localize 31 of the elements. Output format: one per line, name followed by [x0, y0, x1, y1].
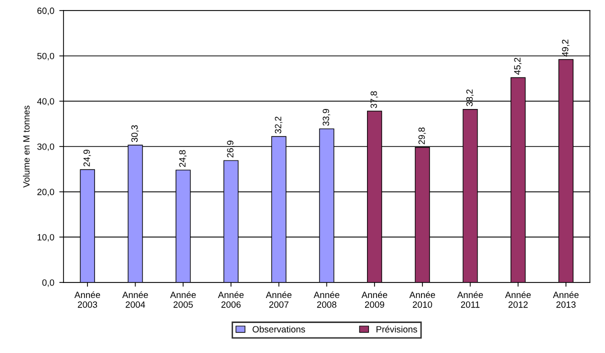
y-tick-label: 40,0	[37, 98, 54, 106]
data-label: 38,2	[466, 90, 474, 106]
data-label: 45,2	[514, 58, 522, 75]
y-tick-label: 50,0	[37, 52, 54, 60]
x-tick-label: Année 2009	[362, 291, 388, 308]
y-axis-title: Volume en M tonnes	[22, 106, 30, 188]
y-tick-label: 10,0	[38, 234, 54, 242]
legend-label: Prévisions	[376, 326, 418, 332]
data-label: 29,8	[418, 128, 426, 144]
data-label: 33,9	[322, 108, 330, 126]
data-label: 32,2	[274, 116, 282, 134]
x-tick-label: Année 2013	[552, 291, 579, 308]
data-label: 26,9	[227, 140, 234, 158]
y-tick-label: 0,0	[42, 279, 54, 287]
x-tick-label: Année 2007	[266, 291, 292, 308]
y-tick-label: 30,0	[37, 143, 54, 151]
x-tick-label: Année 2008	[314, 291, 340, 308]
legend-label: Observations	[252, 326, 306, 332]
data-label: 49,2	[562, 40, 570, 57]
x-tick-label: Année 2003	[74, 291, 100, 308]
x-tick-label: Année 2010	[409, 291, 436, 308]
data-label: 24,8	[179, 150, 187, 167]
y-tick-label: 20,0	[37, 188, 54, 196]
y-tick-label: 60,0	[37, 8, 54, 16]
x-tick-label: Année 2012	[505, 291, 531, 308]
x-tick-label: Année 2006	[218, 291, 244, 308]
data-label: 30,3	[131, 125, 139, 142]
x-tick-label: Année 2004	[122, 291, 148, 308]
x-tick-label: Année 2005	[170, 291, 196, 308]
data-label: 24,9	[83, 150, 91, 166]
x-tick-label: Année 2011	[457, 291, 483, 308]
